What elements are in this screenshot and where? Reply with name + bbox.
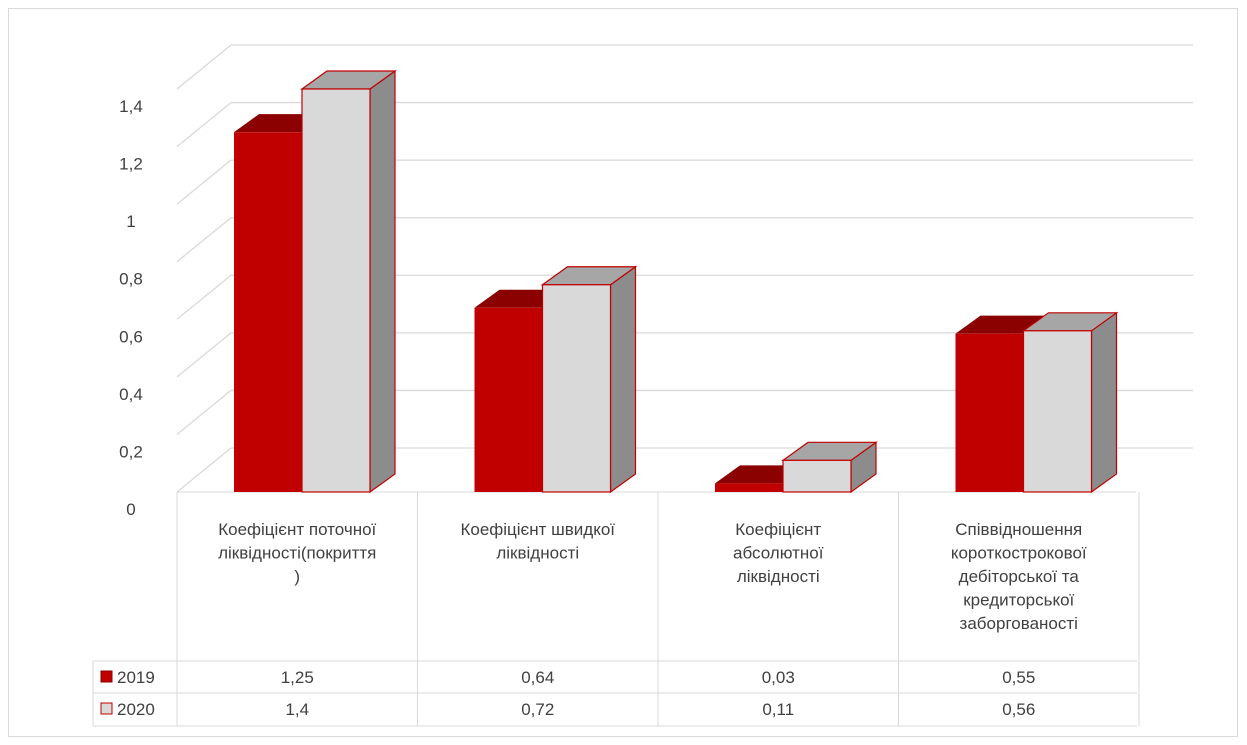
table-value-2019: 1,25 [281, 668, 314, 687]
category-label: заборгованості [960, 614, 1078, 633]
y-tick-label: 0 [126, 500, 135, 519]
side-gridline [176, 332, 232, 378]
category-label: ліквідності [496, 544, 579, 563]
side-gridline [176, 102, 232, 148]
bar-2019 [715, 483, 783, 492]
y-tick-label: 0,4 [119, 385, 143, 404]
category-label: короткострокової [951, 544, 1087, 563]
bar-2019 [234, 132, 302, 492]
side-gridline [176, 159, 232, 205]
side-gridline [176, 274, 232, 320]
legend-label-2019: 2019 [117, 668, 155, 687]
y-tick-label: 1,2 [119, 155, 143, 174]
category-label: Співвідношення [955, 520, 1082, 539]
category-label: дебіторської та [959, 567, 1080, 586]
table-value-2019: 0,64 [521, 668, 554, 687]
side-gridline [176, 44, 232, 90]
legend-key-2020 [100, 702, 113, 715]
table-value-2020: 1,4 [285, 700, 309, 719]
y-tick-label: 0,6 [119, 327, 143, 346]
table-value-2019: 0,55 [1002, 668, 1035, 687]
table-value-2019: 0,03 [762, 668, 795, 687]
bar-2020 [301, 88, 371, 493]
table-value-2020: 0,72 [521, 700, 554, 719]
category-label: ліквідності(покриття [218, 544, 376, 563]
chart-svg: 0 0,2 0,4 0,6 0,8 1 1,2 1,4 Коефіцієнт поточної л… [92, 44, 1193, 727]
chart-frame: 0 0,2 0,4 0,6 0,8 1 1,2 1,4 Коефіцієнт поточної л… [8, 8, 1238, 737]
table-value-2020: 0,11 [762, 700, 794, 719]
legend-label-2020: 2020 [117, 700, 155, 719]
bar-side-2020 [609, 265, 637, 494]
legend-key-2019 [100, 670, 113, 683]
bar-side-2020 [1090, 311, 1118, 494]
y-tick-label: 0,2 [119, 442, 143, 461]
side-gridline [176, 389, 232, 435]
category-label: абсолютної [733, 544, 824, 563]
side-gridline [176, 217, 232, 263]
y-tick-label: 1,4 [119, 97, 143, 116]
bar-2020 [541, 284, 612, 493]
category-label: кредиторської [963, 591, 1074, 610]
bar-2020 [1022, 330, 1093, 493]
category-label: Коефіцієнт поточної [218, 520, 376, 539]
category-label: Коефіцієнт [735, 520, 821, 539]
bar-2019 [474, 307, 543, 492]
category-label: ліквідності [737, 567, 820, 586]
category-label: ) [294, 567, 300, 586]
side-gridline [176, 447, 232, 493]
bar-2020 [782, 459, 852, 493]
bar-2019 [955, 333, 1024, 492]
bar-side-2020 [369, 69, 396, 494]
table-value-2020: 0,56 [1002, 700, 1035, 719]
y-tick-label: 0,8 [119, 270, 143, 289]
category-label: Коефіцієнт швидкої [460, 520, 615, 539]
y-tick-label: 1 [126, 212, 135, 231]
